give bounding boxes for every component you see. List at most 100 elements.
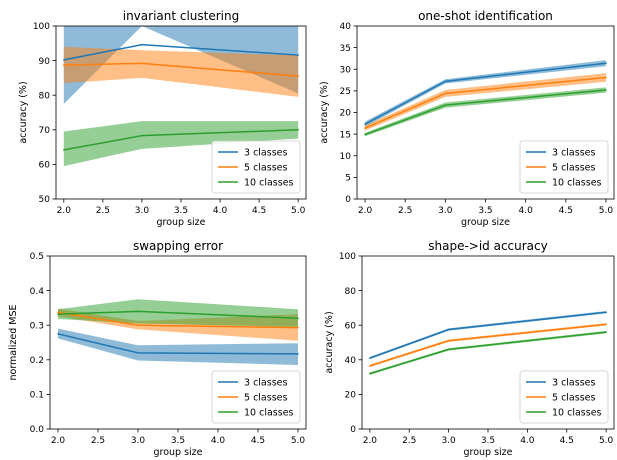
data-point bbox=[297, 75, 299, 77]
y-tick-label: 40 bbox=[340, 22, 352, 32]
y-tick-label: 50 bbox=[39, 195, 51, 205]
chart-title: shape->id accuracy bbox=[428, 239, 548, 253]
x-tick-label: 5.0 bbox=[599, 436, 614, 446]
y-tick-label: 80 bbox=[39, 91, 51, 101]
x-tick-label: 3.0 bbox=[135, 206, 150, 216]
data-point bbox=[605, 76, 607, 79]
data-point bbox=[297, 353, 299, 355]
legend-label: 10 classes bbox=[244, 408, 294, 419]
y-tick-label: 20 bbox=[345, 391, 357, 401]
plot-area bbox=[369, 311, 607, 375]
x-tick-label: 4.5 bbox=[559, 206, 573, 216]
chart-title: swapping error bbox=[133, 239, 223, 253]
legend-box bbox=[519, 140, 609, 194]
data-point bbox=[447, 348, 450, 351]
chart-4: 2.0 2.5 3.0 3.5 4.0 4.5 5.0 0 20 40 60 80 100 shape->… bbox=[324, 239, 615, 458]
data-point bbox=[444, 92, 447, 95]
confidence-band-2 bbox=[365, 73, 606, 131]
data-point bbox=[605, 62, 607, 64]
legend: 3 classes 5 classes 10 classes bbox=[519, 370, 609, 424]
data-point bbox=[63, 149, 65, 151]
x-tick-label: 4.0 bbox=[520, 436, 535, 446]
legend-label: 5 classes bbox=[552, 163, 595, 174]
x-tick-label: 3.0 bbox=[131, 436, 146, 446]
y-tick-label: 0.0 bbox=[30, 425, 45, 435]
x-axis-label: group size bbox=[463, 447, 512, 458]
x-tick-label: 3.5 bbox=[481, 436, 495, 446]
data-point bbox=[57, 333, 59, 335]
chart-3: 2.0 2.5 3.0 3.5 4.0 4.5 5.0 0.0 0.1 0.2 0.3 0.4 0.5 s… bbox=[8, 239, 307, 458]
y-tick-label: 5 bbox=[345, 174, 351, 184]
data-point bbox=[605, 311, 607, 314]
legend-box bbox=[211, 370, 301, 424]
chart-1: 2.0 2.5 3.0 3.5 4.0 4.5 5.0 50 60 70 80 90 100 invari… bbox=[18, 9, 307, 228]
legend-label: 3 classes bbox=[552, 378, 595, 389]
x-axis-label: group size bbox=[461, 217, 510, 228]
legend: 3 classes 5 classes 10 classes bbox=[519, 140, 609, 194]
y-axis-label: accuracy (%) bbox=[18, 81, 29, 143]
plot-area bbox=[63, 26, 299, 167]
legend-label: 5 classes bbox=[552, 393, 595, 404]
chart-title: invariant clustering bbox=[123, 9, 240, 23]
y-tick-label: 0.5 bbox=[30, 252, 44, 262]
data-point bbox=[369, 372, 371, 375]
x-tick-label: 2.5 bbox=[402, 436, 416, 446]
x-tick-label: 2.0 bbox=[358, 206, 373, 216]
y-tick-label: 100 bbox=[339, 252, 356, 262]
x-tick-label: 2.0 bbox=[363, 436, 378, 446]
y-tick-label: 90 bbox=[39, 57, 51, 67]
data-point bbox=[369, 365, 371, 367]
data-point bbox=[141, 62, 143, 65]
legend-label: 10 classes bbox=[244, 178, 294, 189]
x-tick-label: 4.5 bbox=[252, 206, 266, 216]
x-axis-label: group size bbox=[153, 447, 202, 458]
y-tick-label: 0 bbox=[345, 195, 351, 205]
legend-label: 5 classes bbox=[244, 393, 287, 404]
x-tick-label: 2.5 bbox=[96, 206, 110, 216]
x-tick-label: 4.5 bbox=[251, 436, 265, 446]
y-axis-label: accuracy (%) bbox=[319, 81, 330, 143]
data-point bbox=[364, 133, 366, 136]
y-tick-label: 0.1 bbox=[30, 391, 44, 401]
x-tick-label: 2.0 bbox=[57, 206, 72, 216]
plot-area bbox=[364, 60, 607, 137]
x-tick-label: 4.0 bbox=[211, 436, 226, 446]
x-tick-label: 5.0 bbox=[291, 206, 306, 216]
data-point bbox=[141, 134, 143, 137]
legend-label: 3 classes bbox=[244, 148, 287, 159]
legend-label: 5 classes bbox=[244, 163, 287, 174]
y-tick-label: 20 bbox=[340, 109, 352, 119]
data-point bbox=[605, 89, 607, 91]
x-tick-label: 3.5 bbox=[174, 206, 188, 216]
confidence-band-1 bbox=[58, 328, 298, 365]
x-tick-label: 3.0 bbox=[438, 206, 453, 216]
legend-label: 3 classes bbox=[244, 378, 287, 389]
x-tick-label: 2.0 bbox=[51, 436, 66, 446]
data-point bbox=[369, 357, 371, 359]
series-line-3 bbox=[369, 331, 607, 375]
data-point bbox=[141, 43, 143, 46]
y-tick-label: 100 bbox=[33, 22, 50, 32]
y-tick-label: 0.3 bbox=[30, 321, 44, 331]
data-point bbox=[297, 129, 299, 131]
y-tick-label: 25 bbox=[340, 87, 351, 97]
x-tick-label: 3.5 bbox=[171, 436, 185, 446]
y-tick-label: 0 bbox=[350, 425, 356, 435]
y-tick-label: 80 bbox=[345, 287, 357, 297]
legend: 3 classes 5 classes 10 classes bbox=[211, 140, 301, 194]
data-point bbox=[57, 311, 59, 314]
x-tick-label: 4.0 bbox=[213, 206, 228, 216]
legend-box bbox=[211, 140, 301, 194]
data-point bbox=[447, 328, 450, 331]
legend-label: 3 classes bbox=[552, 148, 595, 159]
y-tick-label: 60 bbox=[345, 321, 357, 331]
y-tick-label: 35 bbox=[340, 44, 351, 54]
x-tick-label: 2.5 bbox=[398, 206, 412, 216]
data-point bbox=[364, 123, 366, 125]
data-point bbox=[297, 326, 299, 329]
x-tick-label: 2.5 bbox=[91, 436, 105, 446]
data-point bbox=[63, 64, 65, 66]
y-axis-label: accuracy (%) bbox=[324, 311, 335, 373]
y-tick-label: 15 bbox=[340, 130, 351, 140]
